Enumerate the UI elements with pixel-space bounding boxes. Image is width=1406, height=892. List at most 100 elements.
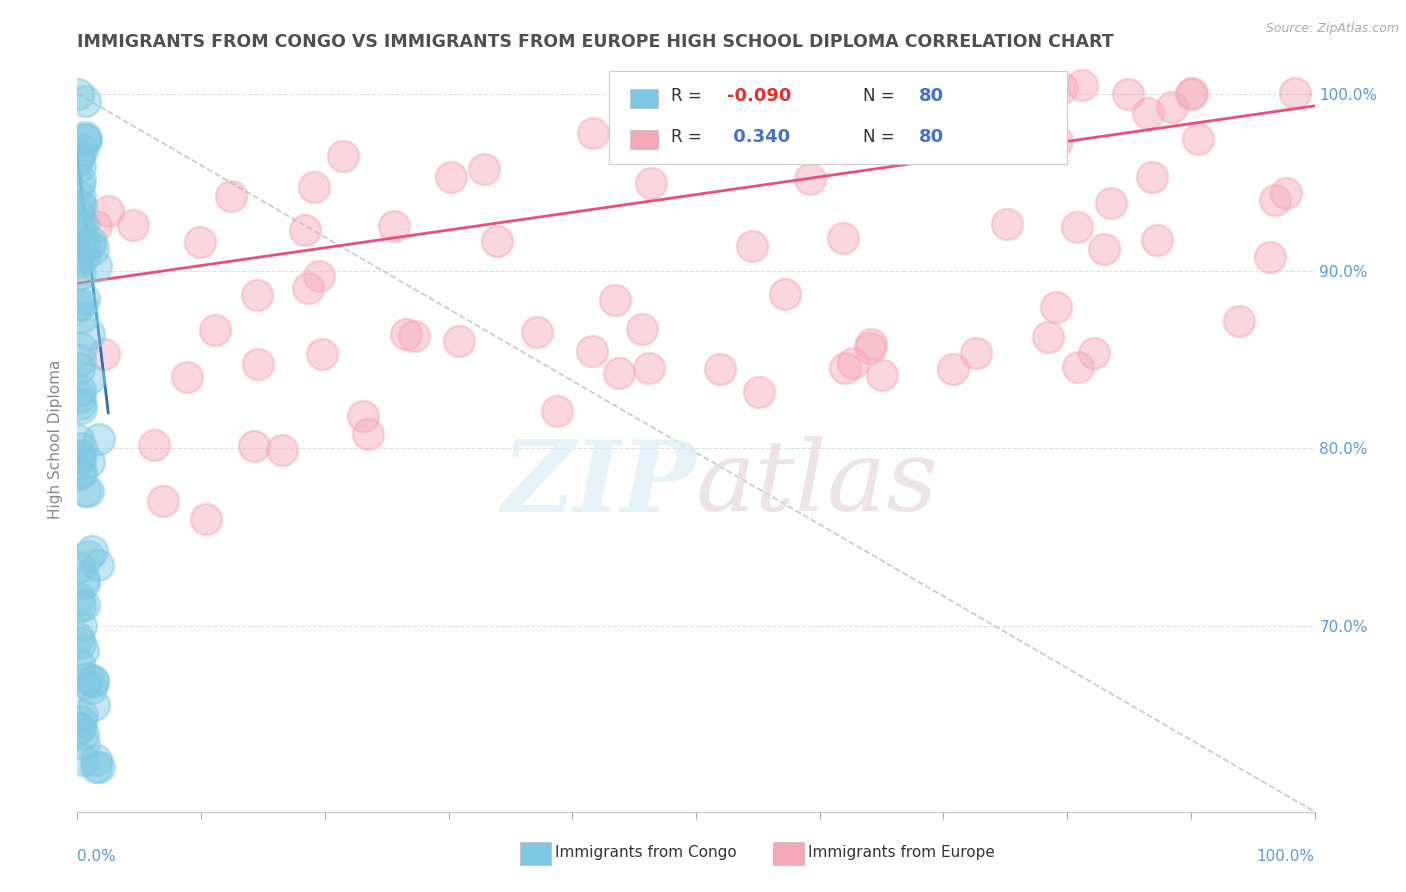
- Point: [87, 558, 110, 573]
- Point: [294, 223, 316, 237]
- Point: [872, 368, 894, 383]
- Point: [1092, 242, 1115, 256]
- Point: [1140, 169, 1163, 184]
- Text: IMMIGRANTS FROM CONGO VS IMMIGRANTS FROM EUROPE HIGH SCHOOL DIPLOMA CORRELATION : IMMIGRANTS FROM CONGO VS IMMIGRANTS FROM…: [77, 34, 1114, 52]
- Point: [122, 219, 145, 233]
- Point: [859, 341, 882, 355]
- Point: [69, 190, 91, 204]
- Point: [69, 448, 91, 462]
- Point: [67, 560, 90, 574]
- Point: [69, 714, 91, 728]
- Bar: [630, 88, 658, 108]
- Point: [66, 257, 89, 271]
- Point: [66, 298, 89, 312]
- Point: [308, 268, 330, 283]
- Point: [84, 753, 107, 767]
- Text: ZIP: ZIP: [501, 436, 696, 533]
- Point: [72, 219, 94, 233]
- Point: [1136, 105, 1159, 120]
- Point: [67, 657, 90, 671]
- Point: [77, 327, 100, 342]
- Point: [69, 467, 91, 482]
- Point: [69, 267, 91, 281]
- Text: 80: 80: [918, 87, 943, 105]
- Point: [955, 88, 977, 103]
- Point: [603, 293, 626, 307]
- Point: [69, 441, 91, 455]
- Point: [526, 325, 548, 339]
- Point: [67, 178, 90, 192]
- Text: atlas: atlas: [696, 436, 939, 532]
- Point: [1066, 360, 1088, 375]
- Point: [607, 367, 630, 381]
- Point: [73, 576, 96, 591]
- Point: [67, 721, 90, 735]
- Point: [741, 239, 763, 253]
- Point: [69, 360, 91, 375]
- Point: [77, 238, 100, 252]
- Point: [69, 390, 91, 404]
- Point: [204, 323, 226, 337]
- Point: [773, 287, 796, 301]
- Point: [332, 149, 354, 163]
- Point: [72, 144, 94, 158]
- Point: [195, 512, 218, 526]
- Text: Immigrants from Congo: Immigrants from Congo: [555, 846, 737, 860]
- Point: [93, 346, 115, 360]
- Point: [69, 721, 91, 735]
- Point: [66, 632, 89, 646]
- Point: [77, 549, 100, 564]
- Point: [75, 132, 97, 146]
- Text: N =: N =: [863, 128, 900, 146]
- Point: [69, 635, 91, 649]
- Point: [638, 361, 661, 376]
- Point: [67, 197, 90, 211]
- Point: [67, 87, 90, 102]
- Point: [402, 329, 425, 343]
- Point: [84, 219, 107, 234]
- Point: [1181, 86, 1204, 100]
- Point: [69, 342, 91, 356]
- Point: [1066, 220, 1088, 235]
- Point: [546, 403, 568, 417]
- Point: [69, 159, 91, 173]
- Point: [76, 483, 98, 498]
- Point: [84, 760, 107, 774]
- Point: [965, 346, 987, 360]
- Point: [394, 327, 416, 342]
- Point: [67, 208, 90, 222]
- Point: [67, 253, 90, 268]
- Point: [82, 674, 104, 689]
- Point: [70, 465, 93, 479]
- Point: [82, 543, 104, 558]
- Point: [73, 572, 96, 586]
- Point: [1036, 329, 1059, 343]
- Point: [70, 199, 93, 213]
- Point: [143, 438, 166, 452]
- Point: [995, 217, 1018, 231]
- Text: Source: ZipAtlas.com: Source: ZipAtlas.com: [1265, 22, 1399, 36]
- Point: [834, 360, 856, 375]
- Point: [1083, 345, 1105, 359]
- Point: [82, 242, 104, 256]
- Point: [219, 189, 242, 203]
- Point: [1099, 195, 1122, 210]
- FancyBboxPatch shape: [609, 70, 1067, 164]
- Point: [449, 334, 471, 348]
- Point: [73, 249, 96, 263]
- Text: R =: R =: [671, 87, 707, 105]
- Point: [66, 153, 89, 167]
- Point: [640, 176, 662, 190]
- Point: [73, 237, 96, 252]
- Point: [69, 384, 91, 398]
- Text: 0.340: 0.340: [727, 128, 790, 146]
- Point: [799, 172, 821, 186]
- Point: [72, 753, 94, 767]
- Point: [709, 362, 731, 376]
- Point: [630, 322, 652, 336]
- Point: [77, 455, 100, 469]
- Text: R =: R =: [671, 128, 707, 146]
- Point: [831, 231, 853, 245]
- Point: [1187, 132, 1209, 146]
- Point: [1146, 233, 1168, 247]
